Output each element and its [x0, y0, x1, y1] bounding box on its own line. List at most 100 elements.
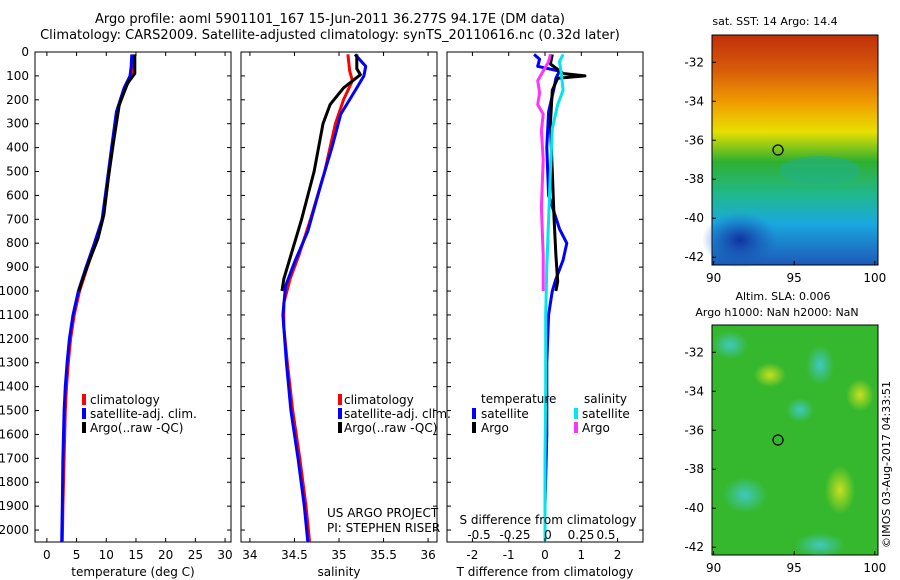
x-tick-label: -1: [503, 548, 515, 562]
argo-float-marker: [772, 144, 784, 156]
legend-label-s-satellite: satellite: [582, 407, 630, 421]
depth-tick-label: 1800: [0, 475, 29, 489]
series-line: [282, 54, 354, 543]
legend-label-argo: Argo(..raw -QC): [90, 421, 183, 435]
x-tick-label: 20: [158, 548, 173, 562]
map-y-tick-label: -36: [684, 423, 704, 437]
x-tick-label: 35: [331, 548, 346, 562]
s-difference-tick-label: 0: [544, 528, 552, 542]
temperature-panel-frame: [34, 51, 232, 543]
series-line: [543, 53, 565, 542]
s-difference-tick-labels: -0.5 -0.25 0 0.25 0.5: [467, 528, 615, 542]
cold-water-patch: [702, 212, 778, 268]
pi-annotation: PI: STEPHEN RISER: [327, 521, 440, 535]
difference-xlabel: T difference from climatology: [456, 565, 634, 579]
depth-axis: 0 100 200 300 400 500 600 700 800 900 1000 1100 1200…: [0, 45, 643, 537]
x-tick-label: 1: [577, 548, 585, 562]
legend-swatch-argo: [82, 422, 86, 433]
sst-map: [702, 34, 879, 268]
depth-tick-label: 1500: [0, 404, 29, 418]
salinity-xlabel: salinity: [317, 565, 360, 579]
x-tick-label: 2: [614, 548, 622, 562]
sla-high-patch: [846, 379, 874, 411]
sla-low-patch: [712, 331, 748, 359]
x-tick-label: 30: [217, 548, 232, 562]
map-y-tick-label: -36: [684, 133, 704, 147]
legend-header-salinity: salinity: [584, 392, 627, 406]
legend-swatch-s-argo: [574, 422, 578, 433]
x-tick-label: 35.5: [370, 548, 397, 562]
x-tick-label: 34.5: [281, 548, 308, 562]
title-line-1: Argo profile: aoml 5901101_167 15-Jun-20…: [95, 12, 565, 27]
legend-swatch-argo: [338, 422, 342, 433]
depth-tick-label: 1900: [0, 499, 29, 513]
x-tick-label: 0: [541, 548, 549, 562]
salinity-legend: climatology satellite-adj. clim. Argo(..…: [327, 393, 451, 535]
depth-tick-label: 1700: [0, 451, 29, 465]
map-y-tick-label: -38: [684, 462, 704, 476]
legend-label-t-argo: Argo: [481, 421, 509, 435]
legend-label-climatology: climatology: [90, 393, 160, 407]
depth-tick-label: 100: [6, 69, 29, 83]
map-x-tick-label: 90: [706, 561, 721, 575]
map-y-tick-label: -32: [684, 55, 704, 69]
sla-low-patch: [806, 345, 834, 385]
series-line: [280, 54, 362, 292]
x-tick-label: 5: [73, 548, 81, 562]
legend-swatch-satellite: [82, 408, 86, 419]
map-y-tick-label: -38: [684, 172, 704, 186]
legend-swatch-t-argo: [472, 422, 476, 433]
legend-swatch-s-satellite: [574, 408, 578, 419]
legend-label-climatology: climatology: [344, 393, 414, 407]
argo-float-marker: [772, 434, 784, 446]
sla-map-axes: 90 95 100 -32 -34 -36 -38 -40 -42: [684, 345, 886, 575]
depth-tick-label: 0: [21, 45, 29, 59]
temperature-legend: climatology satellite-adj. clim. Argo(..…: [82, 393, 197, 435]
sla-low-patch: [795, 533, 845, 557]
map-x-tick-label: 95: [787, 561, 802, 575]
legend-label-satellite: satellite-adj. clim.: [344, 407, 451, 421]
legend-label-satellite: satellite-adj. clim.: [90, 407, 197, 421]
depth-tick-label: 800: [6, 236, 29, 250]
sla-map: [711, 324, 879, 557]
sla-low-patch: [786, 398, 814, 422]
sla-map-title: Altim. SLA: 0.006: [735, 290, 830, 303]
map-y-tick-label: -40: [684, 211, 704, 225]
s-difference-label: S difference from climatology: [460, 513, 637, 527]
temperature-xlabel: temperature (deg C): [71, 565, 194, 579]
s-difference-tick-label: 0.5: [596, 528, 615, 542]
figure-title: Argo profile: aoml 5901101_167 15-Jun-20…: [0, 12, 660, 44]
legend-label-t-satellite: satellite: [481, 407, 529, 421]
depth-tick-label: 2000: [0, 523, 29, 537]
series-line: [281, 53, 368, 543]
map-x-tick-label: 95: [787, 271, 802, 285]
x-tick-label: 25: [188, 548, 203, 562]
depth-tick-label: 1600: [0, 427, 29, 441]
s-difference-tick-label: -0.5: [467, 528, 490, 542]
legend-label-argo: Argo(..raw -QC): [344, 421, 437, 435]
x-tick-label: 15: [128, 548, 143, 562]
sst-map-axes: 90 95 100 -32 -34 -36 -38 -40 -42: [684, 55, 886, 285]
difference-legend: temperature salinity satellite Argo sate…: [472, 392, 630, 435]
map-y-tick-label: -42: [684, 540, 704, 554]
series-line: [77, 54, 137, 292]
map-y-tick-label: -42: [684, 250, 704, 264]
s-difference-tick-label: -0.25: [499, 528, 530, 542]
x-tick-label: -2: [466, 548, 478, 562]
sla-low-patch: [723, 477, 767, 513]
x-tick-label: 0: [43, 548, 51, 562]
depth-tick-label: 1100: [0, 308, 29, 322]
legend-header-temperature: temperature: [481, 392, 556, 406]
depth-tick-label: 1200: [0, 332, 29, 346]
depth-tick-label: 900: [6, 260, 29, 274]
profile-curves: [60, 53, 587, 543]
depth-tick-label: 500: [6, 165, 29, 179]
imos-credit: ©IMOS 03-Aug-2017 04:33:51: [880, 381, 893, 548]
s-difference-tick-label: 0.25: [568, 528, 595, 542]
project-annotation: US ARGO PROJECT: [327, 506, 439, 520]
legend-label-s-argo: Argo: [582, 421, 610, 435]
legend-swatch-climatology: [82, 394, 86, 405]
series-line: [548, 54, 587, 292]
map-x-tick-label: 100: [863, 271, 886, 285]
